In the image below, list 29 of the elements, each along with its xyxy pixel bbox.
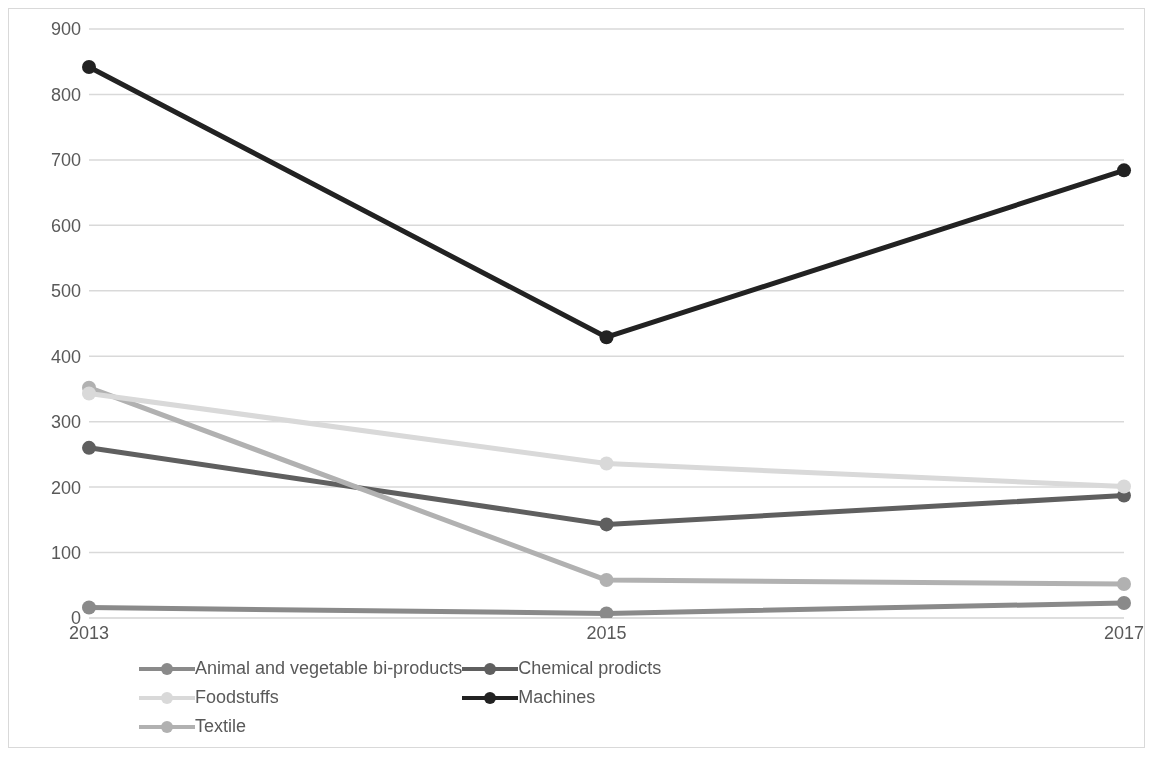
point xyxy=(599,606,614,618)
y-tick-label: 300 xyxy=(50,412,81,433)
point xyxy=(1117,595,1131,610)
x-tick-label: 2017 xyxy=(1103,622,1145,643)
y-tick-label: 400 xyxy=(50,346,81,367)
point xyxy=(82,59,96,74)
y-tick-label: 500 xyxy=(50,281,81,302)
y-tick-label: 800 xyxy=(50,84,81,105)
point xyxy=(599,456,614,471)
y-tick-label: 100 xyxy=(50,542,81,563)
legend-label: Foodstuffs xyxy=(195,687,279,708)
y-tick-label: 900 xyxy=(50,19,81,40)
legend-label: Machines xyxy=(518,687,596,708)
point xyxy=(82,600,96,615)
point xyxy=(82,440,96,455)
point xyxy=(1117,576,1131,591)
y-tick-label: 600 xyxy=(50,215,81,236)
legend-label: Textile xyxy=(195,716,247,737)
point xyxy=(599,573,614,588)
y-tick-label: 200 xyxy=(50,477,81,498)
legend-label: Animal and vegetable bi-products xyxy=(195,658,463,679)
point xyxy=(599,330,614,345)
point xyxy=(82,386,96,401)
point xyxy=(1117,163,1131,178)
point xyxy=(599,517,614,532)
point xyxy=(1117,479,1131,494)
x-tick-label: 2015 xyxy=(586,622,627,643)
legend-label: Chemical prodicts xyxy=(518,658,662,679)
y-tick-label: 700 xyxy=(50,150,81,171)
